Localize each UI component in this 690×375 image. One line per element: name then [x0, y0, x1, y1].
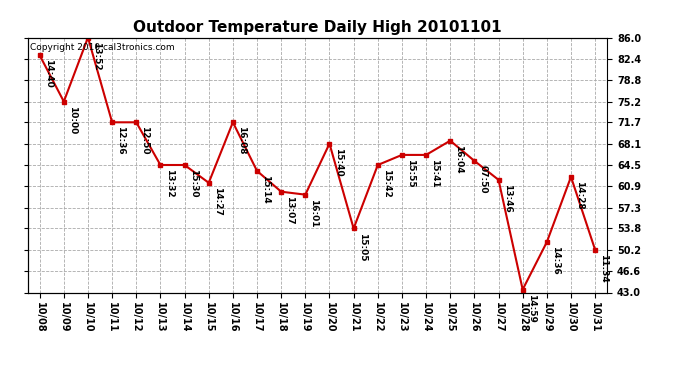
Title: Outdoor Temperature Daily High 20101101: Outdoor Temperature Daily High 20101101 [133, 20, 502, 35]
Text: 16:01: 16:01 [310, 199, 319, 227]
Text: 15:42: 15:42 [382, 169, 391, 198]
Text: 14:59: 14:59 [527, 294, 536, 322]
Text: 15:41: 15:41 [431, 159, 440, 188]
Text: 15:14: 15:14 [262, 175, 270, 204]
Text: 11:34: 11:34 [600, 254, 609, 283]
Text: 16:08: 16:08 [237, 126, 246, 155]
Text: 12:50: 12:50 [141, 126, 150, 155]
Text: 13:07: 13:07 [286, 196, 295, 225]
Text: 10:00: 10:00 [68, 106, 77, 134]
Text: 16:04: 16:04 [455, 145, 464, 174]
Text: 13:32: 13:32 [165, 169, 174, 198]
Text: 14:27: 14:27 [213, 187, 222, 216]
Text: Copyright 2010 cal3tronics.com: Copyright 2010 cal3tronics.com [30, 43, 175, 52]
Text: 14:36: 14:36 [551, 246, 560, 275]
Text: 12:36: 12:36 [117, 126, 126, 155]
Text: 13:46: 13:46 [503, 184, 512, 213]
Text: 14:28: 14:28 [575, 181, 584, 210]
Text: 07:50: 07:50 [479, 165, 488, 194]
Text: 14:40: 14:40 [44, 60, 53, 88]
Text: 15:30: 15:30 [189, 169, 198, 198]
Text: 15:40: 15:40 [334, 148, 343, 177]
Text: 15:05: 15:05 [358, 232, 367, 261]
Text: 13:52: 13:52 [92, 42, 101, 70]
Text: 15:55: 15:55 [406, 159, 415, 188]
